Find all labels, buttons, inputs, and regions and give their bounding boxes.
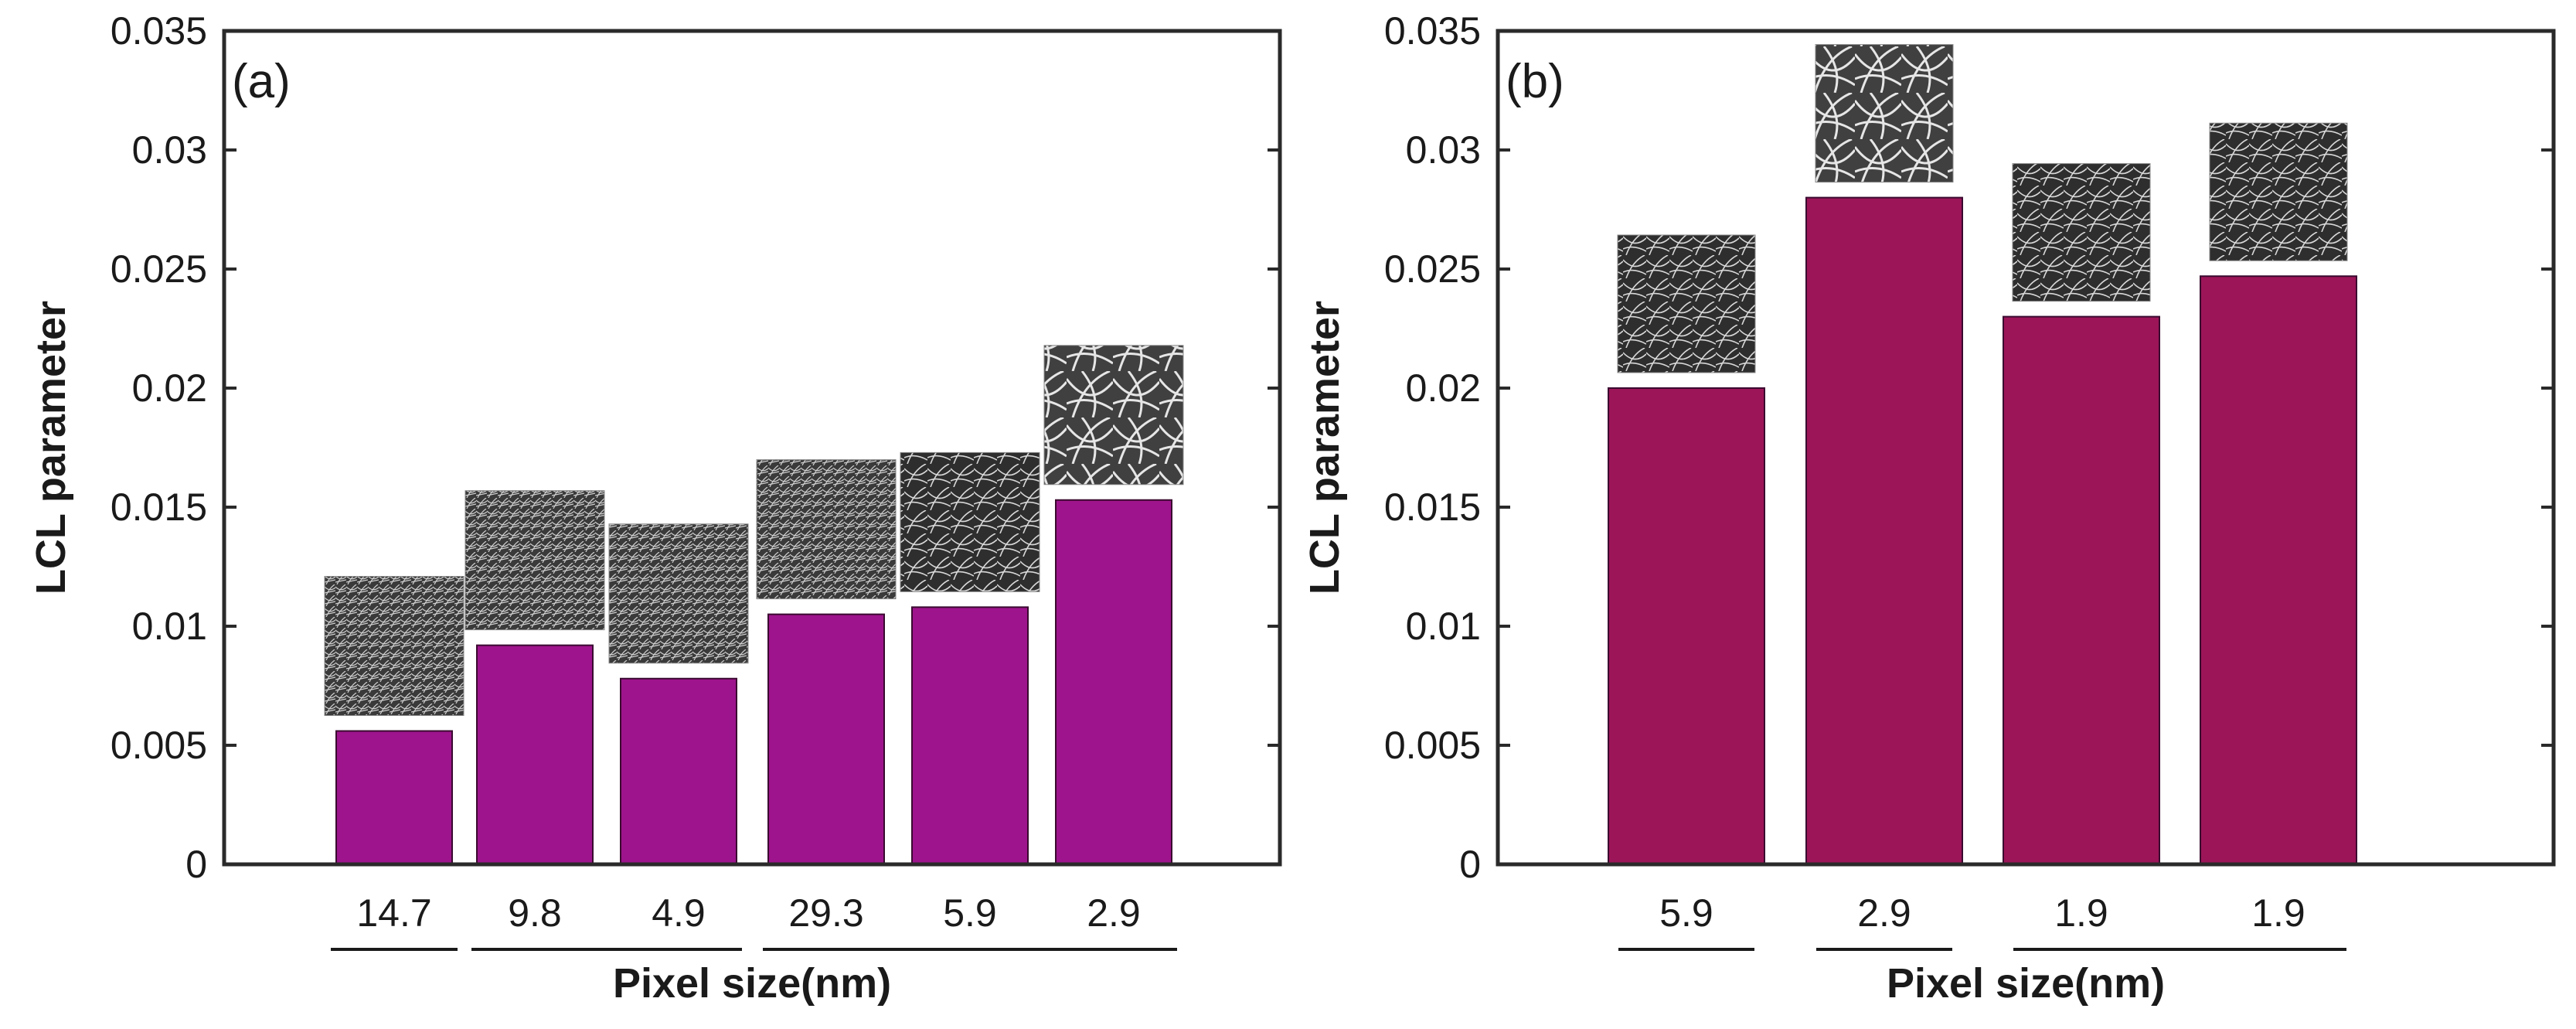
x-tick-label: 5.9 xyxy=(1659,891,1713,935)
x-tick-label: 2.9 xyxy=(1087,891,1141,935)
x-tick-label: 4.9 xyxy=(652,891,706,935)
sem-inset-image xyxy=(324,576,464,717)
x-tick-label: 2.9 xyxy=(1857,891,1911,935)
bar-9-8 xyxy=(476,644,594,865)
bar-2-9 xyxy=(1805,196,1963,866)
x-tick-label: 29.3 xyxy=(788,891,863,935)
x-tick-label: 1.9 xyxy=(2054,891,2108,935)
y-tick-label: 0.025 xyxy=(1384,247,1481,291)
bar-4-9 xyxy=(620,677,737,866)
y-tick-label: 0.03 xyxy=(132,128,207,172)
panel-a-label: (a) xyxy=(232,55,291,108)
bar-14-7 xyxy=(335,730,453,866)
y-tick-label: 0.02 xyxy=(132,366,207,410)
x-tick-label: 9.8 xyxy=(508,891,562,935)
y-tick-label: 0.01 xyxy=(1406,605,1481,648)
y-tick-label: 0.025 xyxy=(111,247,207,291)
panel-b-axes-frame xyxy=(1496,29,2556,867)
panel-a-y-ticks: 0 0.005 0.01 0.015 0.02 0.025 0.03 0.035 xyxy=(111,9,1280,886)
panel-a-x-ticks: 14.7 9.8 4.9 29.3 5.9 2.9 xyxy=(356,891,1140,935)
panel-a-axes-frame xyxy=(222,29,1282,867)
y-tick-label: 0 xyxy=(185,843,207,886)
panel-b: 0 0.005 0.01 0.015 0.02 0.025 0.03 0.035 5.9 2.9… xyxy=(1302,9,2556,1007)
panel-b-x-axis-label: Pixel size(nm) xyxy=(1887,960,2165,1007)
sem-inset-image xyxy=(608,523,749,664)
bar-2-9 xyxy=(1055,499,1172,865)
panel-a-y-axis-label: LCL parameter xyxy=(28,301,74,595)
y-tick-label: 0 xyxy=(1459,843,1481,886)
y-tick-label: 0.01 xyxy=(132,605,207,648)
bar-1-9 xyxy=(2200,275,2357,865)
panel-b-insets xyxy=(1617,44,2348,373)
y-tick-label: 0.035 xyxy=(111,9,207,53)
panel-b-y-ticks: 0 0.005 0.01 0.015 0.02 0.025 0.03 0.035 xyxy=(1384,9,2554,886)
panel-a: 0 0.005 0.01 0.015 0.02 0.025 0.03 0.035 14.7 9.… xyxy=(28,9,1282,1007)
sem-inset-image xyxy=(1815,44,1954,183)
panel-b-x-ticks: 5.9 2.9 1.9 1.9 xyxy=(1659,891,2305,935)
bar-29-3 xyxy=(767,613,885,865)
sem-inset-image xyxy=(2012,163,2151,302)
y-tick-label: 0.005 xyxy=(1384,724,1481,767)
y-tick-label: 0.035 xyxy=(1384,9,1481,53)
bar-5-9 xyxy=(911,606,1029,865)
panel-a-x-axis-label: Pixel size(nm) xyxy=(613,960,891,1007)
panel-b-label: (b) xyxy=(1506,55,1564,108)
bar-5-9 xyxy=(1608,387,1765,865)
sem-inset-image xyxy=(2209,122,2348,261)
sem-inset-image xyxy=(756,459,897,600)
sem-inset-image xyxy=(1043,345,1184,486)
x-tick-label: 1.9 xyxy=(2251,891,2305,935)
x-tick-label: 5.9 xyxy=(943,891,997,935)
x-tick-label: 14.7 xyxy=(356,891,431,935)
y-tick-label: 0.02 xyxy=(1406,366,1481,410)
y-tick-label: 0.015 xyxy=(1384,486,1481,529)
bar-1-9 xyxy=(2003,315,2160,866)
panel-b-y-axis-label: LCL parameter xyxy=(1302,301,1348,595)
sem-inset-image xyxy=(1617,234,1756,373)
panel-a-bars xyxy=(335,499,1172,866)
y-tick-label: 0.03 xyxy=(1406,128,1481,172)
sem-inset-image xyxy=(900,451,1040,592)
panel-a-insets xyxy=(324,345,1184,717)
y-tick-label: 0.005 xyxy=(111,724,207,767)
y-tick-label: 0.015 xyxy=(111,486,207,529)
sem-inset-image xyxy=(464,490,605,631)
